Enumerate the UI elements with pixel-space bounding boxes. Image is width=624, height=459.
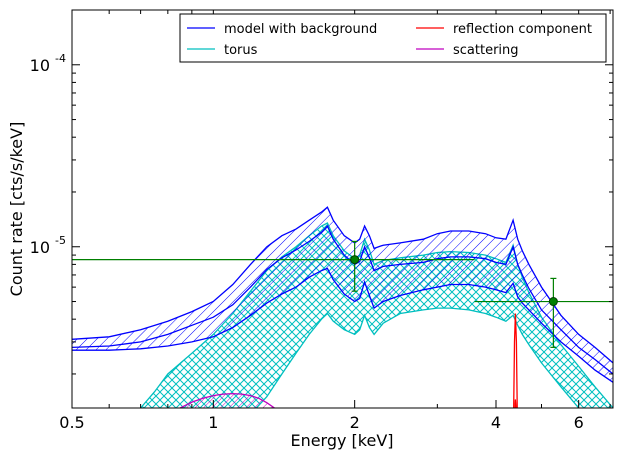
x-tick-label: 2 [350, 413, 360, 432]
y-axis: 10 -5 10 -4 [30, 9, 613, 375]
x-tick-label: 1 [208, 413, 218, 432]
y-tick-label-exponent: -4 [55, 52, 66, 65]
x-tick-label: 4 [491, 413, 501, 432]
legend: model with background torus reflection c… [179, 13, 607, 63]
x-axis-title: Energy [keV] [290, 431, 393, 450]
series-lower-torus [255, 307, 580, 408]
plot-frame [71, 9, 614, 409]
legend-label-reflection: reflection component [453, 22, 592, 37]
y-tick-label-exponent: -5 [55, 234, 66, 247]
series-upper-model-with-background [72, 206, 613, 364]
x-tick-label: 6 [574, 413, 584, 432]
data-point-0-marker [350, 255, 360, 265]
series-upper-reflection-component [513, 313, 518, 408]
x-axis: 0.5 1 2 4 6 [59, 10, 611, 432]
y-tick-label: 10 [30, 56, 50, 75]
y-axis-title: Count rate [cts/s/keV] [7, 122, 26, 297]
series-upper-scattering [179, 392, 275, 408]
legend-label-scattering: scattering [453, 43, 519, 58]
legend-frame [179, 13, 607, 63]
x-tick-label: 0.5 [59, 413, 84, 432]
series-mid-model-with-background [72, 224, 613, 375]
series-lower-reflection-component [514, 399, 517, 408]
data-point-1-marker [548, 297, 558, 307]
data-points-layer [72, 240, 613, 348]
legend-label-model: model with background [224, 22, 377, 37]
y-tick-label: 10 [30, 238, 50, 257]
legend-label-torus: torus [224, 43, 258, 58]
series-band-scattering [180, 393, 275, 408]
series-band-model-with-background [72, 207, 613, 383]
